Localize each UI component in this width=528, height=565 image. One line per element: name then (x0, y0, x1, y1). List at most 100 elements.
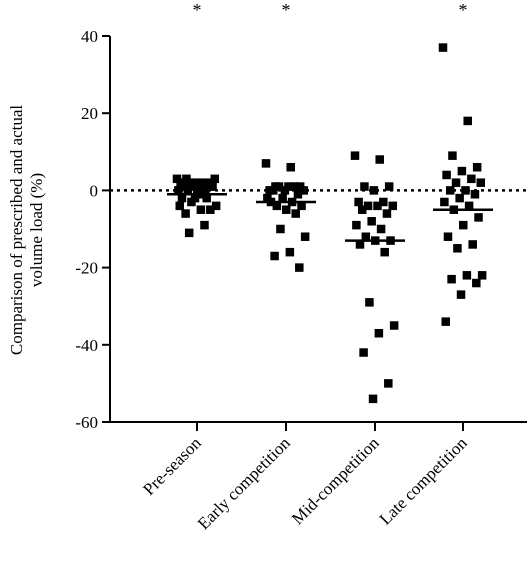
data-point (299, 186, 309, 195)
data-point (352, 220, 361, 230)
x-category-label: Early competition (194, 433, 294, 533)
data-point (189, 182, 198, 191)
y-axis-label: volume load (%) (27, 173, 46, 287)
data-point (293, 190, 303, 199)
data-point (195, 182, 204, 191)
data-point (379, 197, 388, 207)
data-point (388, 201, 398, 211)
data-point (384, 182, 394, 191)
data-point (359, 348, 368, 357)
data-point (196, 205, 206, 214)
y-tick-label: -60 (75, 413, 98, 432)
data-point (300, 232, 310, 241)
data-points (172, 43, 487, 404)
data-point (470, 190, 480, 199)
data-point (177, 193, 187, 203)
data-point (211, 201, 221, 211)
data-point (472, 278, 481, 288)
significance-marker: * (282, 0, 291, 20)
data-point (447, 274, 456, 284)
data-point (210, 174, 220, 184)
data-point (174, 186, 183, 195)
data-point (442, 170, 451, 180)
data-point (172, 174, 182, 184)
data-point (438, 43, 448, 52)
significance-marker: * (193, 0, 202, 20)
data-point (441, 317, 451, 326)
data-point (190, 193, 200, 203)
data-point (375, 155, 384, 164)
data-point (472, 162, 482, 172)
data-point (468, 240, 477, 249)
data-point (179, 178, 189, 187)
data-point (462, 271, 472, 280)
data-point (457, 166, 467, 176)
data-point (367, 217, 376, 226)
data-point (202, 193, 211, 203)
data-point (440, 197, 449, 207)
y-tick-label: 40 (81, 27, 98, 46)
y-tick-label: -40 (75, 336, 98, 355)
median-lines (167, 193, 493, 242)
y-axis-label: Comparison of prescribed and actual (7, 105, 26, 355)
data-point (463, 116, 472, 126)
data-point (200, 220, 209, 230)
data-point (451, 178, 461, 187)
significance-marker: * (459, 0, 468, 20)
x-category-label: Mid-competition (288, 433, 383, 528)
axes: 40 20 0 -20 -40 -60 (75, 27, 527, 432)
data-point (474, 213, 483, 222)
data-point (208, 182, 217, 191)
data-point (380, 247, 389, 257)
data-point (459, 220, 468, 230)
data-point (350, 151, 360, 160)
x-category-label: Late competition (376, 433, 472, 529)
data-point (477, 271, 487, 280)
data-point (476, 178, 486, 187)
data-point (276, 224, 285, 234)
data-point (443, 232, 453, 241)
data-point (360, 182, 369, 191)
data-point (357, 205, 367, 214)
data-point (278, 193, 287, 203)
data-point (382, 209, 392, 218)
x-category-label: Pre-season (139, 433, 205, 499)
data-point (384, 379, 393, 388)
data-point (297, 201, 306, 211)
data-point (361, 232, 371, 241)
data-point (295, 263, 304, 272)
data-point (291, 209, 300, 218)
data-point (274, 182, 284, 191)
data-point (286, 162, 295, 172)
data-point (354, 197, 363, 207)
data-point (175, 201, 185, 211)
y-tick-label: 20 (81, 104, 98, 123)
data-point (445, 186, 455, 195)
data-point (373, 201, 382, 211)
data-point (376, 224, 386, 234)
data-point (368, 394, 378, 404)
data-point (290, 182, 299, 191)
data-point (355, 240, 365, 249)
data-point (284, 182, 293, 191)
data-point (184, 228, 194, 238)
data-point (453, 244, 462, 253)
data-point (268, 186, 278, 195)
data-point (467, 174, 476, 184)
data-point (448, 151, 457, 160)
data-point (456, 290, 466, 299)
data-point (363, 201, 373, 211)
data-point (374, 328, 384, 338)
data-point (369, 186, 379, 195)
data-point (181, 209, 190, 218)
data-point (270, 251, 279, 261)
data-point (206, 205, 215, 214)
data-point (285, 247, 295, 257)
data-point (389, 321, 399, 330)
data-point (365, 298, 374, 307)
data-point (183, 186, 193, 195)
data-point (282, 205, 291, 214)
data-point (461, 186, 470, 195)
